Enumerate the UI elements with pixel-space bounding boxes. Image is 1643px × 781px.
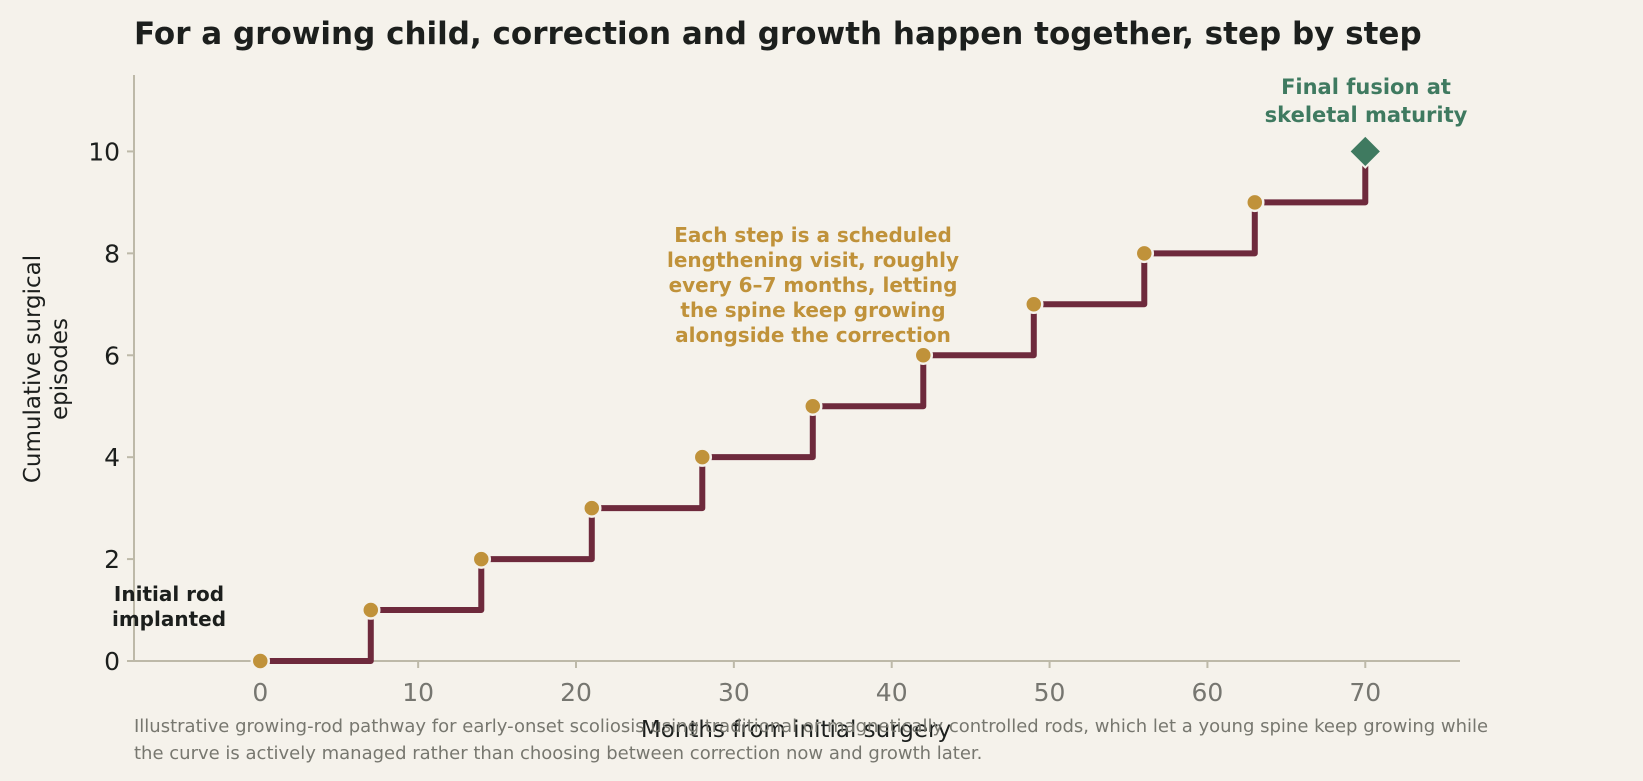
annotation-initial-rod: Initial rod implanted [112,582,226,631]
annotation-final-fusion: Final fusion at skeletal maturity [1265,75,1468,127]
x-tick-label: 50 [1034,678,1066,707]
visit-marker [692,447,713,467]
y-axis-label: Cumulative surgicalepisodes [20,255,73,483]
x-tick-label: 10 [402,678,434,707]
chart-title: For a growing child, correction and grow… [134,16,1422,52]
chart-caption: Illustrative growing-rod pathway for ear… [134,716,1488,764]
y-tick-label: 6 [104,341,120,370]
visit-marker [1024,294,1044,315]
visit-marker [1134,243,1155,264]
y-tick-label: 2 [104,545,120,574]
visit-marker [471,549,492,569]
y-tick-label: 10 [88,137,120,166]
x-axis-ticks: 0 10 20 30 40 50 60 70 [252,661,1381,707]
visit-marker [250,651,271,671]
y-axis-ticks: 0 2 4 6 8 10 [88,137,134,676]
visit-marker [361,600,381,620]
x-tick-label: 20 [560,678,592,707]
annotation-lengthening-visits: Each step is a scheduled lengthening visi… [667,223,959,347]
x-tick-label: 70 [1349,678,1381,707]
y-tick-label: 4 [104,443,120,472]
x-tick-label: 0 [252,678,268,707]
x-tick-label: 30 [718,678,750,707]
x-tick-label: 60 [1192,678,1224,707]
visit-marker [1245,192,1265,213]
visit-marker [913,345,934,366]
x-tick-label: 40 [876,678,908,707]
final-fusion-marker [1347,134,1383,169]
y-tick-label: 8 [104,239,120,268]
visit-marker [582,498,602,518]
visit-marker [803,396,823,416]
x-axis-label: Months from initial surgery [641,717,951,743]
visit-markers [250,134,1383,671]
y-tick-label: 0 [104,647,120,676]
